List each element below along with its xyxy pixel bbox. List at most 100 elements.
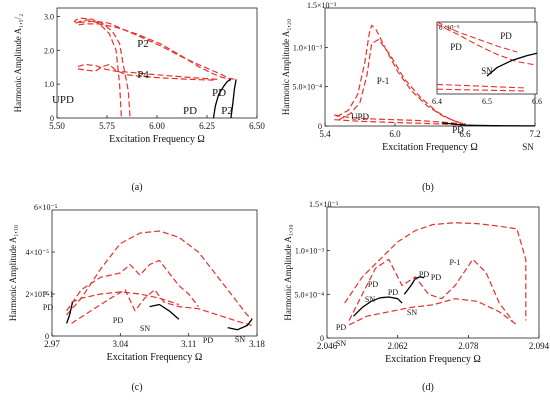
inset-series-line-2 xyxy=(436,23,538,66)
y-tick-label: 2×10⁻⁵ xyxy=(25,290,49,299)
series-line-7 xyxy=(227,318,253,331)
y-tick-label: 5.0×10⁻⁴ xyxy=(294,290,324,299)
annotation-label: SN xyxy=(140,324,150,333)
annotation-label: PD xyxy=(113,316,123,325)
y-tick-label: 4×10⁻⁵ xyxy=(25,248,49,257)
series-line-5 xyxy=(403,276,425,295)
annotation-label: SN xyxy=(522,142,534,152)
series-line-2 xyxy=(338,38,463,125)
annotation-label: PD xyxy=(336,323,346,332)
x-tick-label: 5.50 xyxy=(49,121,65,131)
inset-frame xyxy=(436,21,538,95)
x-tick-label: 6.50 xyxy=(249,121,265,131)
y-tick-label: 0 xyxy=(50,114,54,123)
series-line-3 xyxy=(334,114,471,126)
inset-annotation-label: PD xyxy=(500,31,512,41)
annotation-label: PD xyxy=(388,288,398,297)
panel-label: (a) xyxy=(131,182,142,193)
series-line-5 xyxy=(441,122,536,127)
inset-annotation-label: SN xyxy=(481,66,493,76)
y-tick-label: 0 xyxy=(320,334,324,343)
series-line-3 xyxy=(348,298,518,326)
x-tick-label: 2.046 xyxy=(317,341,338,351)
y-tick-label: 0 xyxy=(45,332,49,341)
y-tick-label: 3.0 xyxy=(44,12,54,21)
x-axis-label: Excitation Frequency Ω xyxy=(109,134,205,145)
panel-label: (d) xyxy=(422,382,434,393)
annotation-label: PD xyxy=(183,105,197,117)
annotation-label: P2 xyxy=(137,38,149,50)
annotation-label: PD xyxy=(368,280,378,289)
inset-x-tick-label: 6.4 xyxy=(432,97,442,106)
annotation-label: UPD xyxy=(52,94,74,106)
annotation-label: P-1 xyxy=(42,290,53,299)
plot-frame xyxy=(51,209,258,337)
chart-panel-c: 2.97 3.04 3.11 3.18 0 2×10⁻⁵ 4×10⁻⁵ 6×10⁻⁵ Excit… xyxy=(8,203,265,393)
inset-x-tick-label: 6.6 xyxy=(532,97,542,106)
chart-panel-d: 2.046 2.062 2.078 2.094 0 5.0×10⁻⁴ 1.0×10⁻³ 1.5… xyxy=(283,200,550,393)
x-tick-label: 2.078 xyxy=(458,341,479,351)
series-line-3 xyxy=(77,63,219,80)
series-line-6 xyxy=(230,79,237,119)
annotation-label: PD xyxy=(419,270,429,279)
series-line-5 xyxy=(212,78,232,119)
y-tick-label: 1.0×10⁻³ xyxy=(293,43,323,52)
x-tick-label: 7.2 xyxy=(529,129,540,139)
x-tick-label: 2.97 xyxy=(44,339,60,349)
plot-frame xyxy=(56,7,258,119)
plot-frame xyxy=(326,206,540,339)
series-line-2 xyxy=(348,258,513,321)
series-line-2 xyxy=(66,259,199,312)
x-tick-label: 6.25 xyxy=(199,121,215,131)
annotation-label: PD xyxy=(452,125,464,135)
axis-exponent: 1.5×10⁻³ xyxy=(307,1,337,10)
y-tick-label: 5.0×10⁻⁴ xyxy=(292,83,322,92)
series-line-4 xyxy=(353,296,403,317)
y-axis-label: Harmonic Amplitude A₁,₃₀ xyxy=(8,225,18,321)
annotation-label: PD xyxy=(43,303,53,312)
series-line-4 xyxy=(77,63,214,81)
x-tick-label: 5.4 xyxy=(319,129,331,139)
series-line-4 xyxy=(71,291,180,306)
x-tick-label: 6.6 xyxy=(459,129,471,139)
inset-series-line-1 xyxy=(436,21,518,53)
y-tick-label: 1.0 xyxy=(44,80,54,89)
inset-series-line-3 xyxy=(436,83,528,89)
annotation-label: P2 xyxy=(221,105,233,117)
panel-label: (b) xyxy=(422,182,434,193)
annotation-label: PD xyxy=(203,336,213,345)
annotation-label: PD xyxy=(212,87,226,99)
series-line-1 xyxy=(73,17,237,117)
x-tick-label: 2.094 xyxy=(529,341,550,351)
y-axis-label: Harmonic Amplitude A₁,₂₀ xyxy=(281,19,291,115)
y-tick-label: 1.0×10⁻³ xyxy=(295,247,325,256)
x-tick-label: 3.18 xyxy=(249,339,265,349)
series-line-2 xyxy=(75,19,232,117)
y-axis-label: Harmonic Amplitude A₁,₃₉ xyxy=(283,224,293,320)
series-line-1 xyxy=(66,230,253,320)
chart-panel-a: 5.50 5.75 6.00 6.25 6.50 0 1.0 2.0 3.0 Excitation… xyxy=(13,7,265,193)
annotation-label: SN xyxy=(365,295,375,304)
y-tick-label: 2.0 xyxy=(44,46,54,55)
x-axis-label: Excitation Frequency Ω xyxy=(382,142,478,153)
inset-series-line-4 xyxy=(436,88,528,92)
inset-annotation-label: PD xyxy=(450,42,462,52)
inset-series-line-5 xyxy=(486,52,538,77)
annotation-label: P4 xyxy=(137,69,149,81)
x-axis-label: Excitation Frequency Ω xyxy=(107,352,203,363)
x-tick-label: 3.11 xyxy=(181,339,196,349)
series-line-6 xyxy=(149,303,180,320)
x-tick-label: 5.75 xyxy=(99,121,115,131)
annotation-label: P-1 xyxy=(449,258,460,267)
x-tick-label: 2.062 xyxy=(388,341,408,351)
charts-root: 5.50 5.75 6.00 6.25 6.5001.02.03.0Excitation… xyxy=(8,1,550,393)
inset-x-tick-label: 6.5 xyxy=(482,97,492,106)
x-tick-label: 3.04 xyxy=(112,339,128,349)
x-axis-label: Excitation Frequency Ω xyxy=(385,354,481,365)
panel-label: (c) xyxy=(131,382,142,393)
y-tick-label: 0 xyxy=(318,122,322,131)
axis-exponent: 6×10⁻⁵ xyxy=(34,203,58,212)
annotation-label: PD xyxy=(431,273,441,282)
